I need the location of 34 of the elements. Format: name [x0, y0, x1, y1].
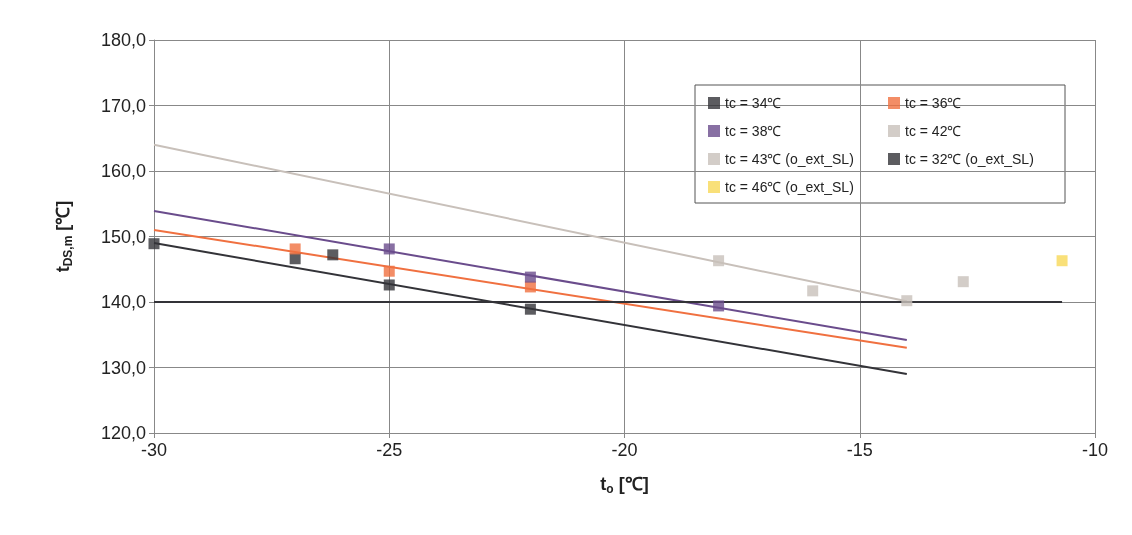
legend-label: tc = 34℃	[725, 95, 782, 111]
legend-label: tc = 38℃	[725, 123, 782, 139]
legend-label: tc = 43℃ (o_ext_SL)	[725, 151, 854, 167]
point	[524, 271, 536, 283]
x-tick-label: -10	[1081, 440, 1109, 460]
x-tick-label: -15	[846, 440, 873, 460]
y-tick-label: 170,0	[100, 95, 146, 116]
point	[807, 285, 819, 297]
point	[289, 243, 301, 255]
y-tick-label: 150,0	[100, 226, 146, 247]
y-tick-label: 130,0	[100, 357, 146, 378]
point	[524, 303, 536, 315]
point	[901, 295, 913, 307]
y-tick-label: 120,0	[100, 423, 146, 443]
legend-label: tc = 42℃	[905, 123, 962, 139]
legend-label: tc = 46℃ (o_ext_SL)	[725, 179, 854, 195]
y-tick-label: 140,0	[100, 292, 146, 312]
y-tick-label: 180,0	[100, 30, 146, 50]
x-tick-label: -25	[376, 440, 403, 460]
point	[957, 276, 969, 288]
point	[289, 253, 301, 265]
x-tick-label: -20	[611, 440, 638, 460]
point	[383, 279, 395, 291]
point	[1056, 255, 1068, 267]
point	[383, 243, 395, 255]
legend-label: tc = 36℃	[905, 95, 962, 111]
point	[383, 265, 395, 277]
point	[713, 300, 725, 312]
point	[148, 238, 160, 250]
point	[713, 255, 725, 267]
legend-label: tc = 32℃ (o_ext_SL)	[905, 151, 1034, 167]
point	[327, 249, 339, 261]
y-tick-label: 160,0	[100, 161, 146, 181]
x-tick-label: -30	[140, 440, 168, 460]
